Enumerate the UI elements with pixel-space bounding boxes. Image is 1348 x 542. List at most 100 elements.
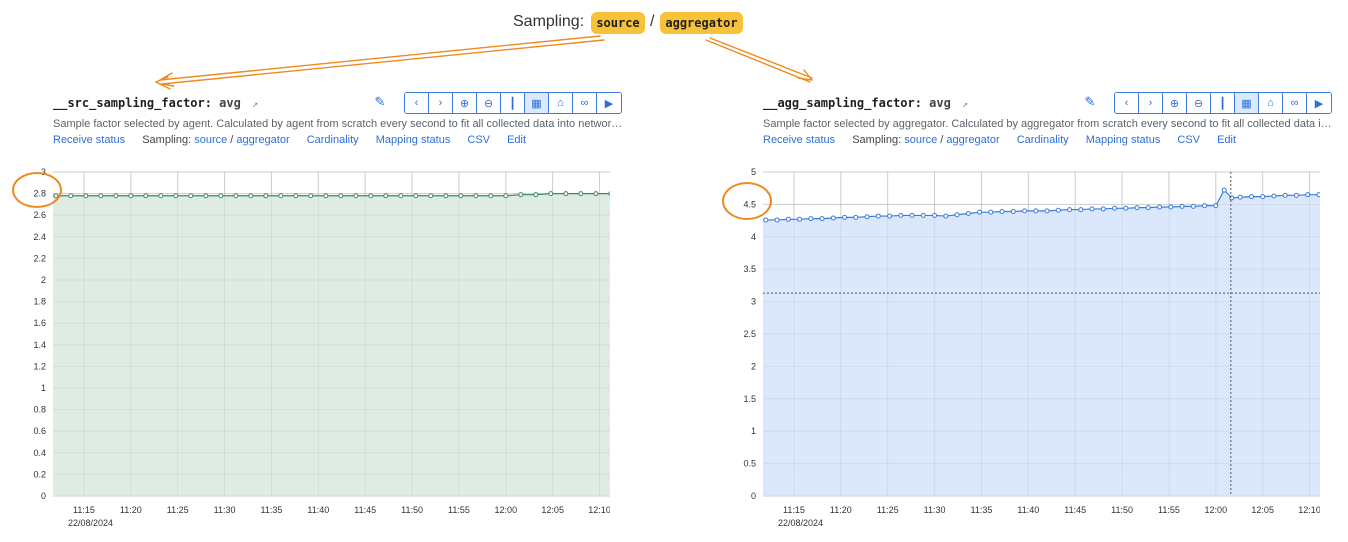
sampling-source-link[interactable]: source	[904, 134, 938, 146]
data-point	[875, 213, 881, 219]
data-point	[398, 193, 404, 199]
data-point	[1248, 194, 1254, 200]
data-point	[548, 191, 554, 197]
y-tick-label: 2.5	[743, 329, 756, 339]
x-tick-label: 11:35	[261, 505, 283, 515]
x-tick-label: 12:00	[495, 505, 518, 515]
y-tick-label: 0.5	[743, 459, 756, 469]
data-point	[864, 214, 870, 220]
arrow-to-right-chart	[705, 39, 811, 83]
link-icon[interactable]: ∞	[1283, 93, 1307, 113]
right-chart[interactable]: 0 0.5 1 1.5 2 2.5 3 3.5 4 4.5 5 11:15 11:20 11:25 11:3…	[730, 160, 1333, 542]
csv-link[interactable]: CSV	[1177, 134, 1201, 146]
edit-link[interactable]: Edit	[1217, 134, 1237, 146]
cardinality-link[interactable]: Cardinality	[306, 134, 359, 146]
data-point	[518, 192, 524, 198]
receive-status-link[interactable]: Receive status	[53, 134, 126, 146]
left-panel: __src_sampling_factor: avg ↗ ✎ ‹ › ⊕ ⊖ ┃…	[12, 90, 626, 542]
data-point	[965, 210, 971, 216]
columns-icon[interactable]: ┃	[501, 93, 525, 113]
data-point	[830, 215, 836, 221]
mapping-status-link[interactable]: Mapping status	[375, 134, 451, 146]
receive-status-link[interactable]: Receive status	[763, 134, 836, 146]
data-point	[1260, 194, 1266, 200]
chevron-right-icon[interactable]: ›	[1139, 93, 1163, 113]
left-chart[interactable]: 0 0.2 0.4 0.6 0.8 1 1.2 1.4 1.6 1.8 2 2.2 2.4 2.6 2.8 3…	[20, 160, 626, 542]
sampling-slash: /	[230, 134, 234, 146]
right-panel: __agg_sampling_factor: avg ↗ ✎ ‹ › ⊕ ⊖ ┃…	[722, 90, 1333, 542]
zoom-in-icon[interactable]: ⊕	[453, 93, 477, 113]
metric-aggregation: avg	[929, 96, 951, 110]
data-point	[977, 209, 983, 215]
panel-links: Receive status Sampling: source / aggreg…	[53, 134, 540, 146]
data-point	[988, 209, 994, 215]
chevron-left-icon[interactable]: ‹	[405, 93, 429, 113]
chart-toolbar: ‹ › ⊕ ⊖ ┃ ▦ ⌂ ∞ ▶	[1114, 92, 1332, 114]
lock-icon[interactable]: ⌂	[1259, 93, 1283, 113]
metric-title: __src_sampling_factor: avg ↗	[53, 96, 259, 110]
y-tick-label: 1.4	[33, 340, 46, 350]
play-icon[interactable]: ▶	[597, 93, 621, 113]
metric-name: __src_sampling_factor	[53, 96, 205, 110]
data-point	[1033, 208, 1039, 214]
cardinality-link[interactable]: Cardinality	[1016, 134, 1069, 146]
zoom-in-icon[interactable]: ⊕	[1163, 93, 1187, 113]
data-point	[1293, 192, 1299, 198]
y-tick-label: 2.2	[33, 253, 46, 263]
data-point	[1202, 203, 1208, 209]
data-point	[797, 216, 803, 222]
lock-icon[interactable]: ⌂	[549, 93, 573, 113]
data-point	[428, 193, 434, 199]
data-point	[323, 193, 329, 199]
data-point	[233, 193, 239, 199]
data-point	[1145, 205, 1151, 211]
data-point	[98, 193, 104, 199]
y-tick-label: 2.6	[33, 210, 46, 220]
metric-title: __agg_sampling_factor: avg ↗	[763, 96, 969, 110]
data-point	[593, 191, 599, 197]
pencil-icon[interactable]: ✎	[374, 94, 386, 109]
csv-link[interactable]: CSV	[467, 134, 491, 146]
external-link-icon[interactable]: ↗	[252, 99, 259, 110]
y-tick-label: 2.4	[33, 232, 46, 242]
sampling-header: Sampling: source / aggregator	[0, 10, 1348, 38]
data-point	[808, 216, 814, 222]
data-point	[368, 193, 374, 199]
table-icon[interactable]: ▦	[525, 93, 549, 113]
data-point	[898, 212, 904, 218]
sampling-label: Sampling:	[142, 134, 192, 146]
external-link-icon[interactable]: ↗	[962, 99, 969, 110]
play-icon[interactable]: ▶	[1307, 93, 1331, 113]
chevron-left-icon[interactable]: ‹	[1115, 93, 1139, 113]
data-point	[1305, 192, 1311, 198]
data-point	[308, 193, 314, 199]
x-tick-label: 12:00	[1205, 505, 1228, 515]
data-point	[1316, 192, 1322, 198]
chevron-right-icon[interactable]: ›	[429, 93, 453, 113]
data-point	[458, 193, 464, 199]
sampling-aggregator-link[interactable]: aggregator	[236, 134, 290, 146]
data-point	[488, 193, 494, 199]
sampling-source-link[interactable]: source	[194, 134, 228, 146]
data-point	[383, 193, 389, 199]
columns-icon[interactable]: ┃	[1211, 93, 1235, 113]
mapping-status-link[interactable]: Mapping status	[1085, 134, 1161, 146]
zoom-out-icon[interactable]: ⊖	[477, 93, 501, 113]
source-pill: source	[591, 12, 645, 34]
left-chart-svg[interactable]: 00.20.40.60.811.21.41.61.822.22.42.62.83…	[20, 160, 626, 540]
table-icon[interactable]: ▦	[1235, 93, 1259, 113]
data-point	[1089, 206, 1095, 212]
edit-link[interactable]: Edit	[507, 134, 527, 146]
zoom-out-icon[interactable]: ⊖	[1187, 93, 1211, 113]
series-area	[53, 193, 623, 496]
pencil-icon[interactable]: ✎	[1084, 94, 1096, 109]
x-tick-label: 11:20	[120, 505, 142, 515]
sampling-aggregator-link[interactable]: aggregator	[946, 134, 1000, 146]
link-icon[interactable]: ∞	[573, 93, 597, 113]
x-tick-label: 12:05	[541, 505, 564, 515]
data-point	[443, 193, 449, 199]
y-tick-label: 1.2	[33, 361, 46, 371]
y-tick-label: 4	[751, 232, 756, 242]
y-tick-label: 1.8	[33, 297, 46, 307]
